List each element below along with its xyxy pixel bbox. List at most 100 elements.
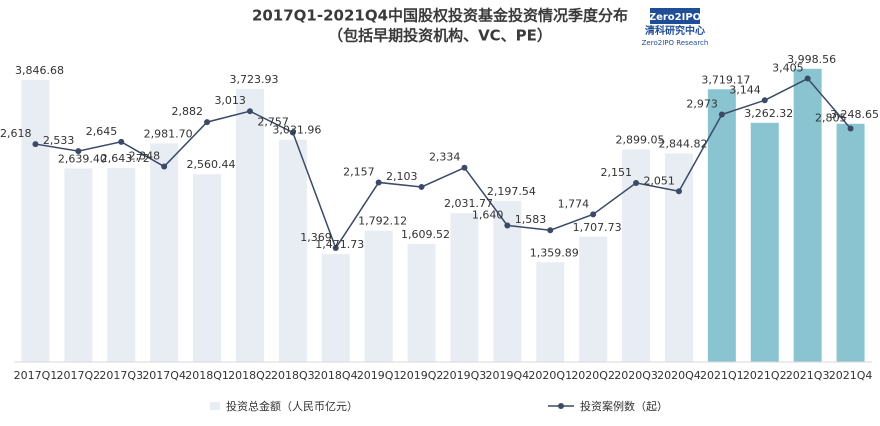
line [35,77,852,250]
bar [321,254,350,362]
chart-subtitle: （包括早期投资机构、VC、PE） [328,27,552,45]
x-tick-label: 2019Q3 [443,369,487,382]
line-value-label: 2,618 [0,127,31,140]
line-value-label: 2,757 [257,115,289,128]
bar [407,243,436,362]
legend-swatch [210,402,220,410]
line-value-label: 2,805 [815,112,847,125]
line-value-label: 2,973 [686,98,718,111]
bar [707,89,736,362]
logo-sub: Zero2IPO Research [642,39,709,47]
line-point [332,245,339,252]
x-tick-label: 2020Q2 [571,369,615,382]
line-point [804,75,811,82]
bar-value-label: 2,560.44 [187,158,236,171]
logo-name: 清科研究中心 [645,24,705,37]
bar [579,236,608,362]
logo-brand: Zero2IPO [649,12,701,23]
bar-value-label: 1,707.73 [573,221,622,234]
x-tick-label: 2020Q1 [528,369,572,382]
bar-value-label: 3,248.65 [830,108,879,121]
line-value-label: 1,583 [515,213,547,226]
bar [836,123,865,363]
line-point [418,183,425,190]
line-value-label: 2,334 [429,151,461,164]
bar-value-label: 2,844.82 [658,137,707,150]
line-point [590,211,597,218]
bar-value-label: 1,792.12 [358,215,407,228]
x-tick-label: 2017Q1 [14,369,58,382]
bar-value-label: 2,643.72 [101,152,150,165]
bar [750,122,779,362]
line-point [633,179,640,186]
x-tick-label: 2018Q2 [228,369,272,382]
legend-label: 投资总金额（人民币亿元） [226,399,358,413]
x-tick-label: 2018Q3 [271,369,315,382]
line-value-label: 1,369 [300,231,332,244]
bar-value-label: 3,998.56 [787,53,836,66]
line-value-label: 1,774 [558,197,590,210]
logo: Zero2IPO 清科研究中心 Zero2IPO Research [642,8,709,47]
bar [278,139,307,362]
line-point [718,111,725,118]
x-tick-label: 2021Q3 [786,369,830,382]
line-point [761,97,768,104]
x-tick-label: 2017Q2 [57,369,101,382]
bar [450,213,479,362]
line-value-label: 2,533 [43,134,75,147]
line-point [461,164,468,171]
bar-value-label: 1,471.73 [315,238,364,251]
bar-value-label: 2,899.05 [616,133,665,146]
bar [793,68,822,362]
bar [664,153,693,362]
x-tick-label: 2019Q2 [400,369,444,382]
bar [235,88,264,362]
line-value-label: 3,405 [772,62,804,75]
line-value-label: 3,013 [214,94,246,107]
bar [107,168,136,362]
x-tick-label: 2021Q1 [700,369,744,382]
bars [21,68,865,363]
chart-title: 2017Q1-2021Q4中国股权投资基金投资情况季度分布 [252,7,628,25]
line-value-label: 2,103 [386,170,418,183]
bar-value-label: 3,262.32 [744,107,793,120]
bar-value-label: 3,719.17 [701,73,750,86]
logo-box [650,8,700,24]
bar-value-label: 1,359.89 [530,246,579,259]
line-value-label: 2,151 [601,166,633,179]
line-point [32,141,39,148]
line-value-label: 2,882 [172,105,204,118]
line-point [847,125,854,132]
bar-value-label: 3,031.96 [272,124,321,137]
line-value-label: 3,144 [729,83,761,96]
x-tick-label: 2018Q1 [185,369,229,382]
bar [193,174,222,362]
line-point [75,148,82,155]
bar-value-label: 3,723.93 [229,73,278,86]
bar [536,262,565,362]
bar-value-label: 1,609.52 [401,228,450,241]
x-tick-label: 2017Q4 [142,369,186,382]
line-point [161,163,168,170]
bar-value-label: 2,197.54 [487,185,536,198]
bar [64,168,93,362]
line-point [675,188,682,195]
x-tick-label: 2017Q3 [99,369,143,382]
line-point [547,227,554,234]
x-tick-label: 2020Q3 [614,369,658,382]
legend-label: 投资案例数（起） [580,399,668,413]
x-tick-label: 2020Q4 [657,369,701,382]
bar [21,79,50,363]
x-tick-label: 2021Q2 [743,369,787,382]
x-tick-label: 2021Q4 [829,369,873,382]
line-value-label: 2,051 [643,174,675,187]
line-value-label: 2,348 [129,150,161,163]
bar [364,230,393,362]
bar-value-label: 2,639.40 [58,152,107,165]
bar-value-label: 2,981.70 [144,127,193,140]
x-tick-label: 2019Q4 [486,369,530,382]
line-point [118,138,125,145]
line-point [289,129,296,136]
bar-value-label: 3,846.68 [15,64,64,77]
